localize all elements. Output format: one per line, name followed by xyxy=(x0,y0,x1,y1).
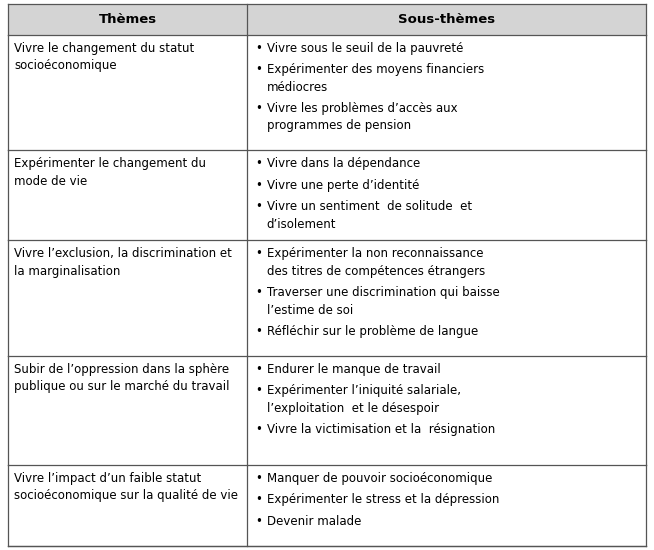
Bar xyxy=(8,355,646,465)
Text: •: • xyxy=(255,42,262,55)
Bar xyxy=(8,35,646,150)
Text: •: • xyxy=(255,362,262,376)
Text: •: • xyxy=(255,324,262,338)
Text: Vivre la victimisation et la  résignation: Vivre la victimisation et la résignation xyxy=(267,423,495,436)
Text: Devenir malade: Devenir malade xyxy=(267,515,361,528)
Text: Réfléchir sur le problème de langue: Réfléchir sur le problème de langue xyxy=(267,324,478,338)
Text: •: • xyxy=(255,248,262,261)
Text: Subir de l’oppression dans la sphère
publique ou sur le marché du travail: Subir de l’oppression dans la sphère pub… xyxy=(14,362,230,393)
Text: Manquer de pouvoir socioéconomique: Manquer de pouvoir socioéconomique xyxy=(267,472,492,485)
Text: •: • xyxy=(255,102,262,115)
Bar xyxy=(8,150,646,240)
Text: •: • xyxy=(255,157,262,170)
Text: •: • xyxy=(255,515,262,528)
Text: Vivre une perte d’identité: Vivre une perte d’identité xyxy=(267,179,419,191)
Text: •: • xyxy=(255,179,262,191)
Bar xyxy=(8,240,646,355)
Text: •: • xyxy=(255,200,262,213)
Text: •: • xyxy=(255,472,262,485)
Text: Vivre le changement du statut
socioéconomique: Vivre le changement du statut socioécono… xyxy=(14,42,195,72)
Text: Traverser une discrimination qui baisse
l’estime de soi: Traverser une discrimination qui baisse … xyxy=(267,286,500,317)
Text: •: • xyxy=(255,384,262,397)
Text: •: • xyxy=(255,63,262,76)
Text: Vivre un sentiment  de solitude  et
d’isolement: Vivre un sentiment de solitude et d’isol… xyxy=(267,200,472,230)
Text: Vivre dans la dépendance: Vivre dans la dépendance xyxy=(267,157,420,170)
Text: Endurer le manque de travail: Endurer le manque de travail xyxy=(267,362,441,376)
Bar xyxy=(8,465,646,546)
Text: Sous-thèmes: Sous-thèmes xyxy=(398,13,495,26)
Text: Expérimenter des moyens financiers
médiocres: Expérimenter des moyens financiers médio… xyxy=(267,63,484,94)
Bar xyxy=(8,4,646,35)
Text: Vivre l’impact d’un faible statut
socioéconomique sur la qualité de vie: Vivre l’impact d’un faible statut socioé… xyxy=(14,472,239,502)
Text: •: • xyxy=(255,286,262,299)
Text: Vivre sous le seuil de la pauvreté: Vivre sous le seuil de la pauvreté xyxy=(267,42,463,55)
Text: Thèmes: Thèmes xyxy=(99,13,156,26)
Text: •: • xyxy=(255,493,262,506)
Text: Expérimenter la non reconnaissance
des titres de compétences étrangers: Expérimenter la non reconnaissance des t… xyxy=(267,248,485,278)
Text: Vivre l’exclusion, la discrimination et
la marginalisation: Vivre l’exclusion, la discrimination et … xyxy=(14,248,232,278)
Text: Expérimenter l’iniquité salariale,
l’exploitation  et le désespoir: Expérimenter l’iniquité salariale, l’exp… xyxy=(267,384,461,415)
Text: •: • xyxy=(255,423,262,436)
Text: Vivre les problèmes d’accès aux
programmes de pension: Vivre les problèmes d’accès aux programm… xyxy=(267,102,457,133)
Text: Expérimenter le changement du
mode de vie: Expérimenter le changement du mode de vi… xyxy=(14,157,207,188)
Text: Expérimenter le stress et la dépression: Expérimenter le stress et la dépression xyxy=(267,493,499,506)
